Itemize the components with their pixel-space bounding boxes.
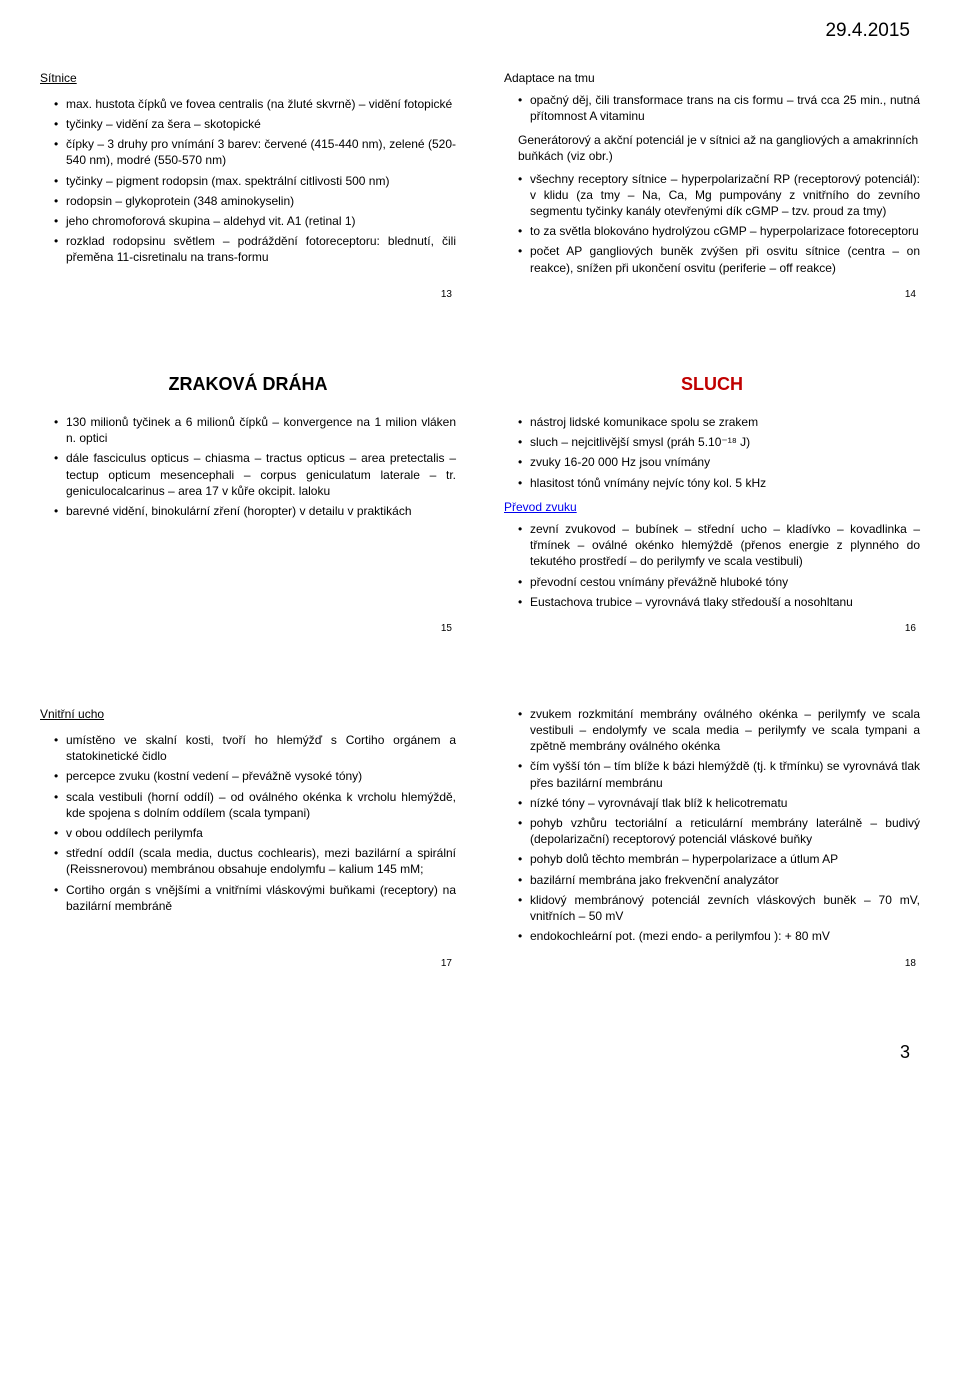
slide-subheading: Adaptace na tmu [504,70,920,86]
slide-row: Vnitřní ucho umístěno ve skalní kosti, t… [40,706,920,970]
list-item: převodní cestou vnímány převážně hluboké… [518,574,920,590]
list-item: tyčinky – pigment rodopsin (max. spektrá… [54,173,456,189]
bullet-list: 130 milionů tyčinek a 6 milionů čípků – … [40,414,456,519]
list-item: tyčinky – vidění za šera – skotopické [54,116,456,132]
bullet-list: zvukem rozkmitání membrány oválného okén… [504,706,920,944]
slide-number: 17 [441,957,452,971]
slide-subheading: Generátorový a akční potenciál je v sítn… [504,132,920,164]
slide-number: 18 [905,957,916,971]
list-item: barevné vidění, binokulární zření (horop… [54,503,456,519]
slide-title: Sítnice [40,70,456,86]
list-item: všechny receptory sítnice – hyperpolariz… [518,171,920,220]
list-item: max. hustota čípků ve fovea centralis (n… [54,96,456,112]
list-item: rodopsin – glykoprotein (348 aminokyseli… [54,193,456,209]
slide-row: Sítnice max. hustota čípků ve fovea cent… [40,70,920,302]
slide-subheading: Převod zvuku [504,499,920,515]
list-item: endokochleární pot. (mezi endo- a perily… [518,928,920,944]
list-item: čípky – 3 druhy pro vnímání 3 barev: čer… [54,136,456,168]
list-item: percepce zvuku (kostní vedení – převážně… [54,768,456,784]
list-item: zvuky 16-20 000 Hz jsou vnímány [518,454,920,470]
slide-13: Sítnice max. hustota čípků ve fovea cent… [40,70,456,302]
list-item: střední oddíl (scala media, ductus cochl… [54,845,456,877]
slide-heading: SLUCH [504,372,920,396]
list-item: scala vestibuli (horní oddíl) – od ováln… [54,789,456,821]
slide-title: Vnitřní ucho [40,706,456,722]
list-item: to za světla blokováno hydrolýzou cGMP –… [518,223,920,239]
list-item: sluch – nejcitlivější smysl (práh 5.10⁻¹… [518,434,920,450]
list-item: umístěno ve skalní kosti, tvoří ho hlemý… [54,732,456,764]
list-item: rozklad rodopsinu světlem – podráždění f… [54,233,456,265]
list-item: v obou oddílech perilymfa [54,825,456,841]
slide-17: Vnitřní ucho umístěno ve skalní kosti, t… [40,706,456,970]
slide-18: zvukem rozkmitání membrány oválného okén… [504,706,920,970]
list-item: nástroj lidské komunikace spolu se zrake… [518,414,920,430]
slide-number: 15 [441,622,452,636]
slide-number: 16 [905,622,916,636]
slide-number: 14 [905,288,916,302]
document-page: 29.4.2015 Sítnice max. hustota čípků ve … [0,0,960,1095]
slide-14: Adaptace na tmu opačný děj, čili transfo… [504,70,920,302]
list-item: zvukem rozkmitání membrány oválného okén… [518,706,920,755]
slide-heading: ZRAKOVÁ DRÁHA [40,372,456,396]
slide-16: SLUCH nástroj lidské komunikace spolu se… [504,372,920,636]
slide-number: 13 [441,288,452,302]
list-item: 130 milionů tyčinek a 6 milionů čípků – … [54,414,456,446]
slide-15: ZRAKOVÁ DRÁHA 130 milionů tyčinek a 6 mi… [40,372,456,636]
list-item: Eustachova trubice – vyrovnává tlaky stř… [518,594,920,610]
list-item: zevní zvukovod – bubínek – střední ucho … [518,521,920,570]
page-number: 3 [40,1040,920,1064]
list-item: bazilární membrána jako frekvenční analy… [518,872,920,888]
date-header: 29.4.2015 [40,18,920,44]
bullet-list: zevní zvukovod – bubínek – střední ucho … [504,521,920,610]
list-item: Cortiho orgán s vnějšími a vnitřními vlá… [54,882,456,914]
list-item: pohyb dolů těchto membrán – hyperpolariz… [518,851,920,867]
bullet-list: nástroj lidské komunikace spolu se zrake… [504,414,920,491]
list-item: počet AP gangliových buněk zvýšen při os… [518,243,920,275]
bullet-list: umístěno ve skalní kosti, tvoří ho hlemý… [40,732,456,914]
list-item: dále fasciculus opticus – chiasma – trac… [54,450,456,499]
list-item: opačný děj, čili transformace trans na c… [518,92,920,124]
bullet-list: opačný děj, čili transformace trans na c… [504,92,920,124]
list-item: jeho chromoforová skupina – aldehyd vit.… [54,213,456,229]
list-item: nízké tóny – vyrovnávají tlak blíž k hel… [518,795,920,811]
list-item: klidový membránový potenciál zevních vlá… [518,892,920,924]
bullet-list: všechny receptory sítnice – hyperpolariz… [504,171,920,276]
list-item: čím vyšší tón – tím blíže k bázi hlemýžd… [518,758,920,790]
list-item: hlasitost tónů vnímány nejvíc tóny kol. … [518,475,920,491]
bullet-list: max. hustota čípků ve fovea centralis (n… [40,96,456,266]
list-item: pohyb vzhůru tectoriální a reticulární m… [518,815,920,847]
slide-row: ZRAKOVÁ DRÁHA 130 milionů tyčinek a 6 mi… [40,372,920,636]
